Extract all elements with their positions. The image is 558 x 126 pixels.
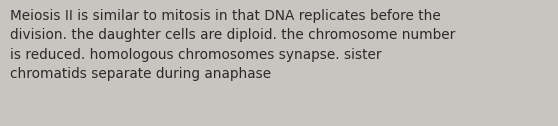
Text: Meiosis II is similar to mitosis in that DNA replicates before the
division. the: Meiosis II is similar to mitosis in that…	[10, 9, 455, 81]
